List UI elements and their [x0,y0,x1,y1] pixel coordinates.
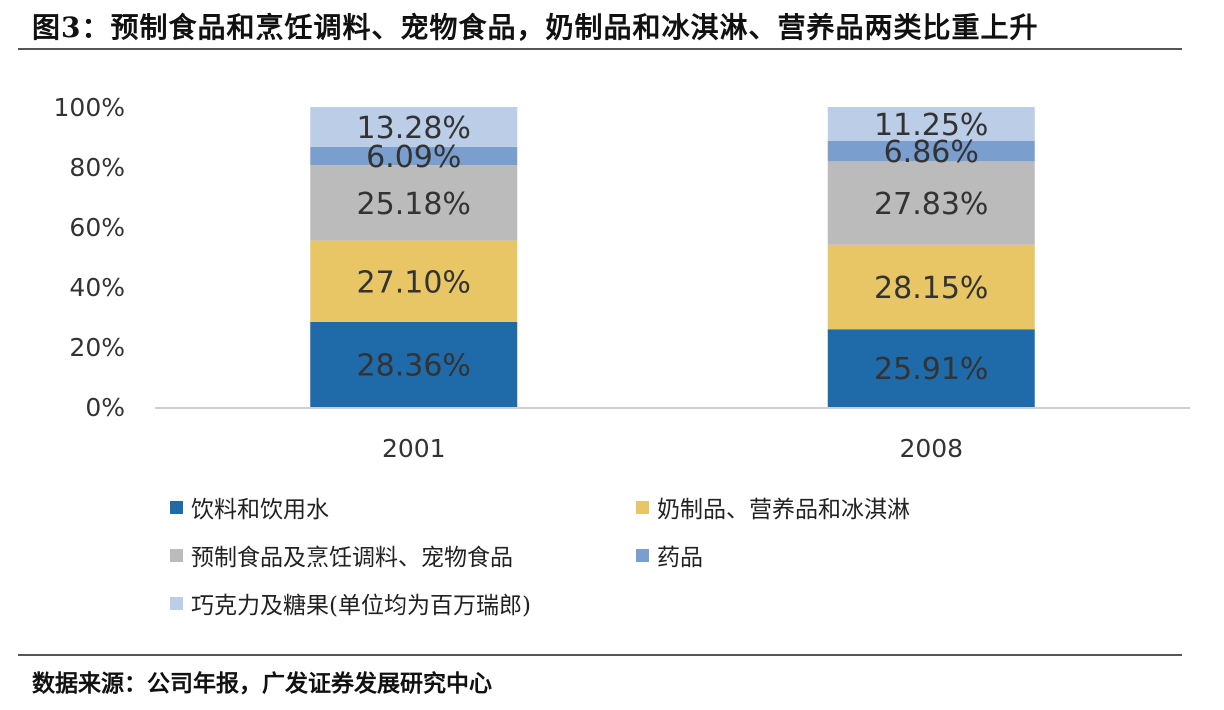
figure-title: 图3：预制食品和烹饪调料、宠物食品，奶制品和冰淇淋、营养品两类比重上升 [32,11,1039,44]
source-rule [18,654,1182,656]
legend-swatch [170,548,183,562]
legend-item: 饮料和饮用水 [170,490,329,524]
legend-label: 预制食品及烹饪调料、宠物食品 [191,545,513,571]
bar-segment [827,329,1035,407]
bar-segment [827,244,1035,330]
legend-label: 药品 [657,545,703,571]
legend-item: 奶制品、营养品和冰淇淋 [636,490,910,524]
bar-segment [310,165,518,241]
source-note: 数据来源：公司年报，广发证券发展研究中心 [32,670,492,697]
legend-swatch [636,548,649,562]
data-label: 25.18% [357,187,471,222]
bar-segment [827,107,1035,141]
y-tick-label: 0% [85,393,125,422]
data-label: 25.91% [874,352,988,387]
y-tick-label: 60% [69,213,125,242]
legend-label: 奶制品、营养品和冰淇淋 [657,497,910,523]
bar-segment [310,106,518,147]
x-axis: 2001 2008 [155,407,1190,463]
data-label: 13.28% [357,111,471,146]
legend-item: 巧克力及糖果(单位均为百万瑞郎) [170,586,531,620]
bar-segment [310,321,518,407]
legend-swatch [170,500,183,514]
legend-label: 饮料和饮用水 [191,497,329,523]
y-tick-label: 100% [54,93,125,122]
title-rule [18,48,1182,50]
data-label: 28.36% [357,348,471,383]
legend-label: 巧克力及糖果(单位均为百万瑞郎) [191,593,531,619]
legend-item: 药品 [636,538,703,572]
bars: 28.36% 27.10% 25.18% 6.09%13.28% 25.91% 28.15… [310,106,1035,407]
data-label: 27.10% [357,265,471,300]
legend-swatch [636,500,649,514]
bar-segment [310,240,518,322]
y-tick-label: 20% [69,333,125,362]
bar-segment [827,161,1035,245]
y-tick-label: 80% [69,153,125,182]
legend: 饮料和饮用水 奶制品、营养品和冰淇淋预制食品及烹饪调料、宠物食品 药品巧克力及糖果(… [170,490,1170,630]
bar-segment [310,146,518,166]
x-tick-label: 2001 [382,434,446,463]
legend-swatch [170,596,183,610]
x-tick-label: 2008 [899,434,963,463]
stacked-bar-chart: 0% 20% 40% 60% 80% 100% 28.36% 27.10% 25.18% 6.0… [54,93,1190,463]
bar-segment [827,140,1035,162]
y-axis: 0% 20% 40% 60% 80% 100% [54,93,125,422]
data-label: 6.86% [884,135,979,170]
y-tick-label: 40% [69,273,125,302]
data-label: 6.09% [366,140,461,175]
data-label: 28.15% [874,271,988,306]
data-label: 11.25% [874,108,988,143]
data-label: 27.83% [874,187,988,222]
legend-item: 预制食品及烹饪调料、宠物食品 [170,538,513,572]
